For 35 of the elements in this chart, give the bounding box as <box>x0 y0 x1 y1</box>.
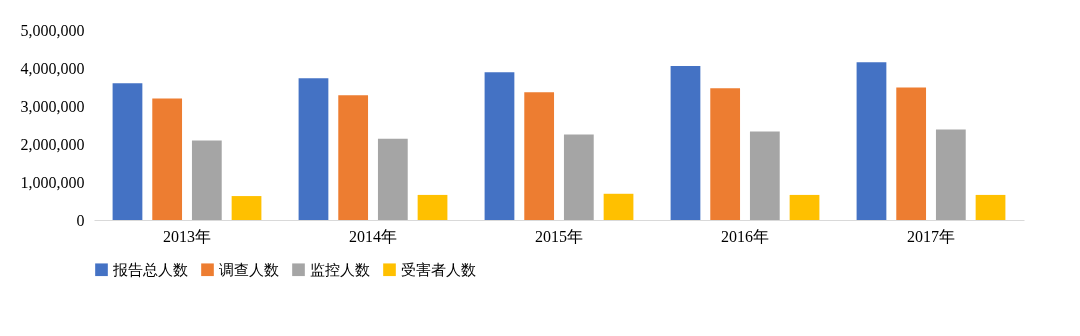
bar <box>524 92 555 220</box>
bar <box>896 87 927 220</box>
bar <box>789 194 820 220</box>
y-tick-label: 2,000,000 <box>20 135 85 153</box>
x-tick-label: 2016年 <box>721 227 769 245</box>
bar <box>856 62 887 220</box>
bar <box>338 95 369 220</box>
x-tick-label: 2014年 <box>349 227 397 245</box>
x-tick-label: 2015年 <box>535 227 583 245</box>
bar <box>152 98 183 220</box>
bar <box>417 194 448 220</box>
bar <box>377 138 408 220</box>
bar <box>749 131 780 220</box>
y-tick-label: 1,000,000 <box>20 173 85 191</box>
bar <box>484 72 515 220</box>
bar <box>112 83 143 220</box>
bar <box>563 134 594 220</box>
y-tick-label: 5,000,000 <box>20 21 85 39</box>
y-tick-label: 3,000,000 <box>20 97 85 115</box>
bar <box>975 194 1006 220</box>
y-tick-label: 4,000,000 <box>20 59 85 77</box>
legend-label: 调查人数 <box>219 260 279 279</box>
y-tick-label: 0 <box>76 211 85 229</box>
bar <box>710 88 741 220</box>
x-tick-label: 2017年 <box>907 227 955 245</box>
bar <box>603 193 634 220</box>
legend-label: 报告总人数 <box>112 260 188 279</box>
bar <box>298 78 329 220</box>
bar <box>231 196 262 220</box>
bar <box>935 129 966 220</box>
legend-label: 监控人数 <box>310 260 370 279</box>
legend-label: 受害者人数 <box>401 260 476 279</box>
bar <box>191 140 222 220</box>
bar <box>670 66 701 220</box>
x-tick-label: 2013年 <box>163 227 211 245</box>
